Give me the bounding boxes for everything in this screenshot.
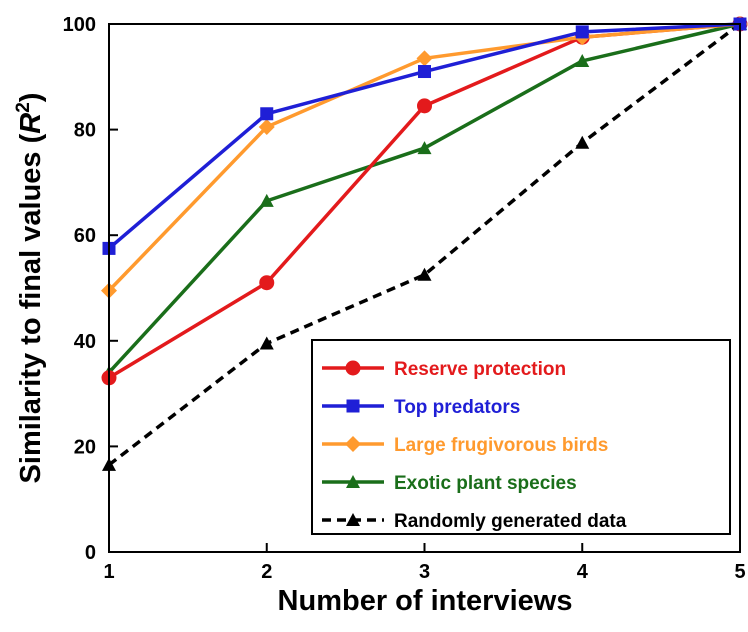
data-point-exotic-plant-species	[575, 53, 590, 67]
data-point-randomly-generated-data	[575, 135, 590, 149]
y-tick-label: 40	[74, 331, 96, 353]
data-point-top-predators	[260, 107, 274, 121]
legend-item-top-predators: Top predators	[322, 397, 520, 418]
legend-swatch-marker	[346, 513, 360, 526]
y-tick-label: 80	[74, 120, 96, 142]
x-tick-labels: 1 2 3 4 5	[103, 561, 745, 583]
y-axis-title-main: Similarity to final values (	[15, 133, 47, 483]
plot-frame	[108, 23, 741, 553]
data-point-exotic-plant-species	[259, 193, 274, 207]
y-tick-label: 60	[74, 225, 96, 247]
y-axis-title-end: )	[15, 93, 47, 103]
legend-swatch-marker	[346, 475, 360, 488]
y-axis-title: Similarity to final values (R2)	[13, 93, 47, 484]
data-point-reserve-protection	[417, 98, 432, 114]
data-point-randomly-generated-data	[417, 267, 432, 281]
data-point-top-predators	[418, 65, 431, 79]
legend-item-large-frugivorous-birds: Large frugivorous birds	[322, 435, 608, 456]
legend-swatch-marker	[346, 399, 360, 413]
legend-label: Large frugivorous birds	[394, 435, 608, 456]
legend-label: Top predators	[394, 397, 520, 418]
data-point-reserve-protection	[259, 275, 275, 291]
x-tick-label: 5	[734, 561, 745, 583]
y-tick-label: 100	[63, 14, 96, 36]
y-axis-title-variable: R	[15, 113, 47, 134]
data-point-top-predators	[575, 25, 589, 39]
data-point-randomly-generated-data	[259, 336, 274, 350]
x-tick-label: 2	[261, 561, 272, 583]
y-tick-label: 20	[74, 436, 96, 458]
y-tick-label: 0	[85, 542, 96, 564]
legend-label: Reserve protection	[394, 359, 566, 380]
x-tick-label: 3	[419, 561, 430, 583]
legend-box	[311, 339, 731, 535]
x-tick-label: 4	[577, 561, 589, 583]
y-tick-labels: 0 20 40 60 80 100	[63, 14, 96, 564]
data-point-large-frugivorous-birds	[258, 118, 275, 135]
x-axis-title: Number of interviews	[278, 585, 573, 617]
legend: Reserve protection Top predators Large fru…	[311, 339, 731, 535]
legend-item-exotic-plant-species: Exotic plant species	[322, 473, 577, 494]
legend-swatch-marker	[345, 360, 361, 376]
series-large-frugivorous-birds	[101, 16, 748, 299]
legend-item-randomly-generated-data: Randomly generated data	[322, 511, 627, 532]
data-point-large-frugivorous-birds	[416, 50, 433, 67]
x-tick-label: 1	[103, 561, 114, 583]
legend-label: Exotic plant species	[394, 473, 577, 494]
legend-item-reserve-protection: Reserve protection	[322, 359, 566, 380]
legend-label: Randomly generated data	[394, 511, 627, 532]
data-point-exotic-plant-species	[417, 141, 432, 155]
y-axis-title-superscript: 2	[13, 102, 34, 113]
legend-swatch-marker	[345, 436, 361, 452]
